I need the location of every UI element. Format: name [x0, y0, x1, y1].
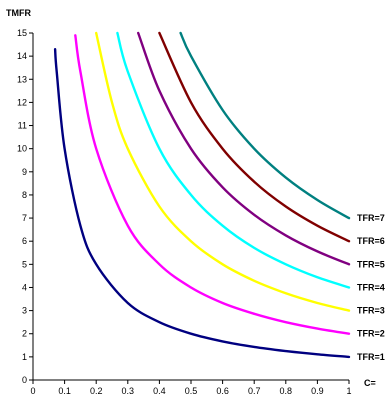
x-axis: 0 0.1 0.2 0.3 0.4 0.5 0.6 0.7 0.8 0.9 1 [30, 379, 352, 396]
y-axis-label: TMFR [6, 8, 31, 18]
series-label-1: TFR=1 [357, 352, 385, 362]
y-tick-label: 1 [22, 352, 27, 362]
series-label-3: TFR=3 [357, 306, 385, 316]
series-line-2 [74, 34, 351, 335]
y-tick-label: 7 [22, 213, 27, 223]
series-line-3 [95, 31, 351, 312]
x-tick-label: 0.7 [248, 386, 261, 396]
y-tick-label: 10 [17, 144, 27, 154]
x-tick-label: 1 [346, 386, 351, 396]
series-label-6: TFR=6 [357, 236, 385, 246]
series-line-4 [116, 31, 351, 289]
y-tick-label: 12 [17, 97, 27, 107]
y-tick-label: 8 [22, 190, 27, 200]
y-tick-label: 6 [22, 236, 27, 246]
x-tick-label: 0.8 [280, 386, 293, 396]
series-line-6 [158, 31, 351, 243]
y-tick-label: 9 [22, 167, 27, 177]
y-tick-label: 4 [22, 282, 27, 292]
x-tick-label: 0 [30, 386, 35, 396]
x-tick-label: 0.3 [122, 386, 135, 396]
y-tick-label: 2 [22, 329, 27, 339]
series-line-1 [53, 48, 351, 359]
series-label-2: TFR=2 [357, 329, 385, 339]
y-tick-label: 0 [22, 375, 27, 385]
x-axis-label: C= [364, 378, 376, 388]
x-tick-label: 0.2 [90, 386, 103, 396]
y-tick-label: 3 [22, 306, 27, 316]
y-tick-label: 14 [17, 51, 27, 61]
series-labels: TFR=1 TFR=2 TFR=3 TFR=4 TFR=5 TFR=6 TFR=7 [357, 213, 385, 362]
x-tick-label: 0.6 [216, 386, 229, 396]
series-line-7 [179, 31, 351, 220]
series-line-5 [137, 31, 351, 266]
series-lines [53, 31, 351, 359]
y-tick-label: 13 [17, 74, 27, 84]
y-tick-label: 5 [22, 259, 27, 269]
x-tick-label: 0.9 [311, 386, 324, 396]
x-tick-label: 0.1 [58, 386, 71, 396]
y-tick-label: 15 [17, 28, 27, 38]
series-label-5: TFR=5 [357, 259, 385, 269]
series-label-7: TFR=7 [357, 213, 385, 223]
series-label-4: TFR=4 [357, 282, 385, 292]
y-tick-label: 11 [18, 121, 27, 131]
x-tick-label: 0.5 [185, 386, 198, 396]
x-tick-label: 0.4 [153, 386, 166, 396]
